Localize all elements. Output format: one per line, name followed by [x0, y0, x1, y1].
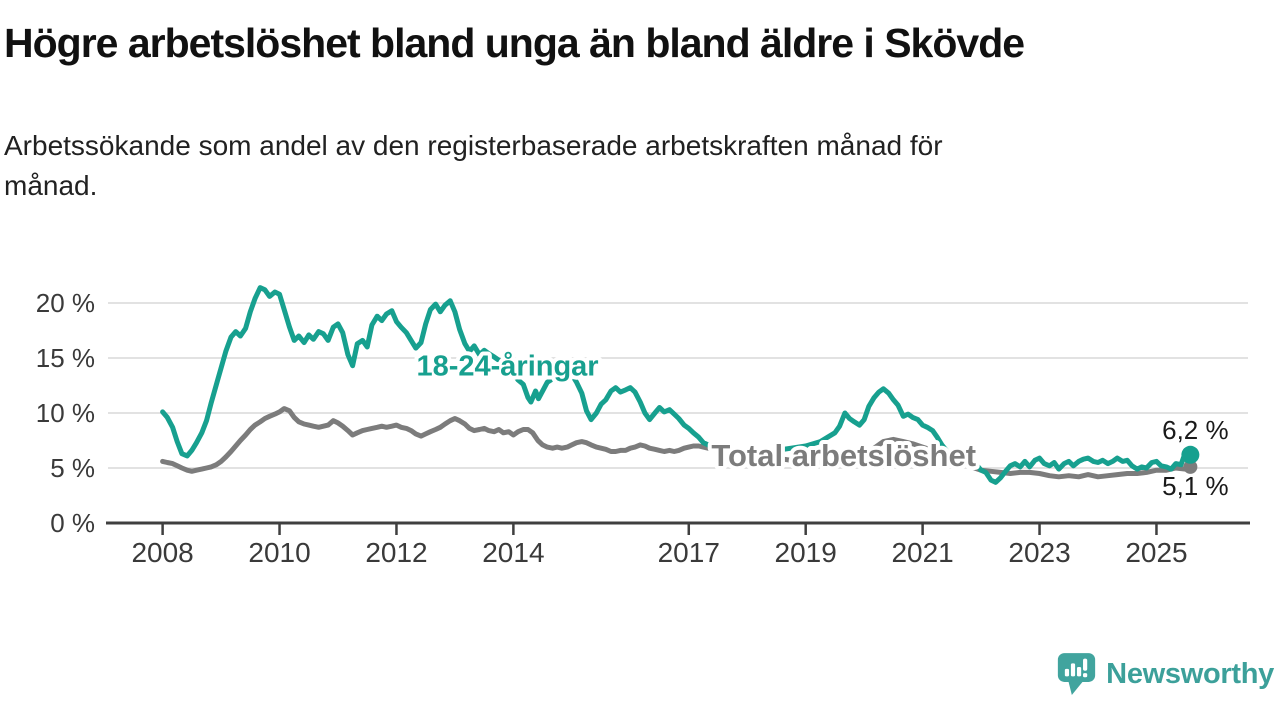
series-line-youth — [160, 285, 1193, 485]
y-axis-tick-label: 10 % — [36, 398, 95, 428]
y-axis-tick-label: 5 % — [50, 453, 95, 483]
y-axis-tick-label: 20 % — [36, 288, 95, 318]
end-dot-total — [1183, 459, 1198, 474]
chart-subtitle: Arbetssökande som andel av den registerb… — [4, 130, 943, 201]
speech-bubble-bar-chart-icon — [1058, 653, 1096, 695]
page-title: Högre arbetslöshet bland unga än bland ä… — [4, 20, 1025, 66]
x-axis-tick-label: 2010 — [248, 537, 310, 568]
x-axis-tick-label: 2017 — [658, 537, 720, 568]
x-axis-tick-label: 2019 — [775, 537, 837, 568]
end-value-label-total: 5,1 % — [1162, 471, 1229, 501]
series-line-total — [160, 406, 1193, 480]
series-label-total: Total arbetslöshet — [711, 438, 976, 473]
x-axis-tick-label: 2008 — [131, 537, 193, 568]
y-axis-tick-label: 0 % — [50, 508, 95, 538]
y-axis-tick-label: 15 % — [36, 343, 95, 373]
x-axis-tick-label: 2014 — [482, 537, 544, 568]
end-value-label-youth: 6,2 % — [1162, 415, 1229, 445]
series-label-youth: 18-24-åringar — [416, 351, 598, 383]
newsworthy-wordmark: Newsworthy — [1106, 658, 1274, 690]
newsworthy-logo: Newsworthy — [1056, 651, 1274, 698]
x-axis-tick-label: 2025 — [1125, 537, 1187, 568]
x-axis-tick-label: 2021 — [891, 537, 953, 568]
end-dot-youth — [1181, 445, 1200, 464]
x-axis-tick-label: 2023 — [1008, 537, 1070, 568]
x-axis-tick-label: 2012 — [365, 537, 427, 568]
